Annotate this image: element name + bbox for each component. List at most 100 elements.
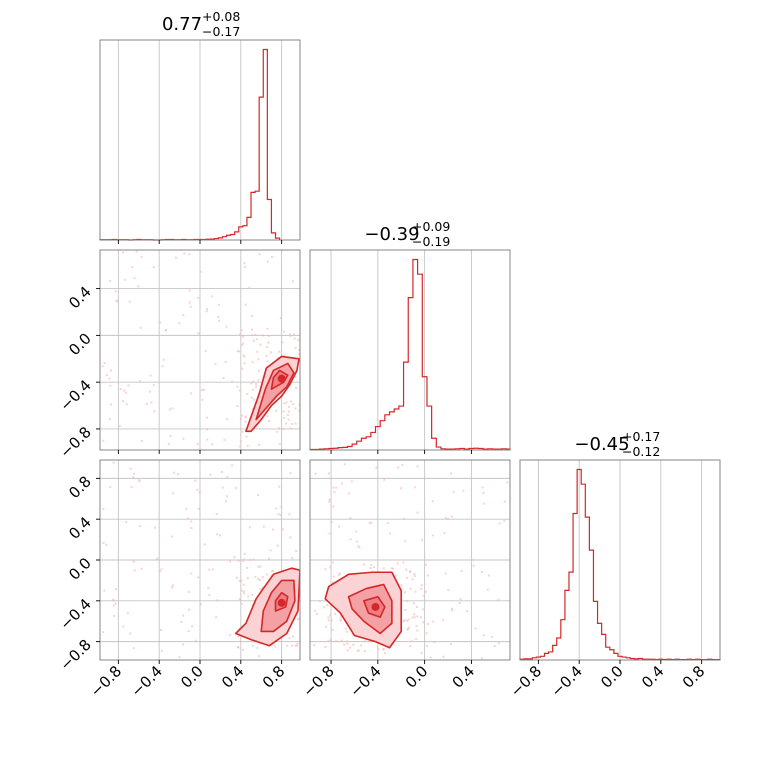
sample-point [372,566,375,569]
sample-point [460,570,463,573]
sample-point [250,315,253,318]
sample-point [330,520,333,523]
sample-point [126,612,129,615]
sample-point [292,635,295,638]
sample-point [411,616,414,619]
sample-point [108,377,111,380]
sample-point [282,410,285,413]
sample-point [275,507,278,510]
x-tick-label: 0.8 [679,662,709,692]
sample-point [355,530,358,533]
sample-point [240,329,243,332]
sample-point [242,648,245,651]
sample-point [408,626,411,629]
sample-point [127,384,130,387]
sample-point [326,397,328,399]
sample-point [197,576,200,579]
sample-point [246,444,249,447]
sample-point [251,361,254,364]
sample-point [291,280,294,283]
sample-point [294,347,297,350]
sample-point [415,624,418,627]
sample-point [324,394,326,396]
sample-point [238,389,241,392]
hist-panel-0: 0.77 +0.08−0.17 [99,9,301,241]
x-tick-label: 0.0 [402,662,432,692]
sample-point [327,639,330,642]
sample-point [123,278,126,281]
sample-point [369,640,372,643]
sample-point [139,380,142,383]
y-tick-label: 0.0 [65,554,95,584]
title-value-1: −0.39 [364,224,419,245]
sample-point [325,394,327,396]
sample-point [416,615,419,618]
sample-point [329,566,332,569]
sample-point [199,270,202,273]
density-content [100,460,329,660]
sample-point [187,630,190,633]
sample-point [290,400,293,403]
sample-point [410,640,413,643]
sample-point [132,472,135,475]
sample-point [431,534,434,537]
sample-point [490,635,493,638]
sample-point [356,540,359,543]
sample-point [497,598,500,601]
sample-point [450,607,453,610]
sample-point [363,649,366,652]
sample-point [323,625,325,627]
sample-point [413,616,416,619]
sample-point [225,500,228,503]
sample-point [156,557,159,560]
sample-point [334,612,337,615]
sample-point [327,570,329,572]
sample-point [300,590,302,592]
sample-point [239,333,242,336]
sample-point [236,404,239,407]
sample-point [425,632,428,635]
sample-point [189,305,192,308]
sample-point [240,579,243,582]
x-tick-label: 0.4 [218,662,248,692]
sample-point [194,479,197,482]
sample-point [352,643,355,646]
sample-point [324,568,327,571]
sample-point [242,559,245,562]
sample-point [188,253,191,256]
sample-point [327,616,330,619]
sample-point [276,430,279,433]
sample-point [389,532,392,535]
x-tick-label: 0.4 [449,662,479,692]
sample-point [323,622,325,624]
sample-point [252,558,255,561]
sample-point [199,603,202,606]
density-peak [277,374,286,383]
sample-point [178,321,181,324]
sample-point [323,606,326,609]
sample-point [214,362,217,365]
sample-point [267,420,270,423]
sample-point [289,335,292,338]
sample-point [324,645,327,648]
sample-point [254,575,257,578]
sample-point [160,628,163,631]
sample-point [170,535,173,538]
sample-point [109,486,112,489]
sample-point [390,567,393,570]
sample-point [326,622,328,624]
sample-point [326,567,328,569]
sample-point [422,608,425,611]
sample-point [432,620,435,623]
sample-point [153,410,156,413]
sample-point [321,366,323,368]
title-minus-1: −0.19 [412,234,450,249]
sample-point [125,391,128,394]
sample-point [115,299,118,302]
sample-point [246,576,249,579]
sample-point [289,333,292,336]
sample-point [382,648,385,651]
sample-point [426,644,429,647]
sample-point [217,316,220,319]
sample-point [269,549,272,552]
